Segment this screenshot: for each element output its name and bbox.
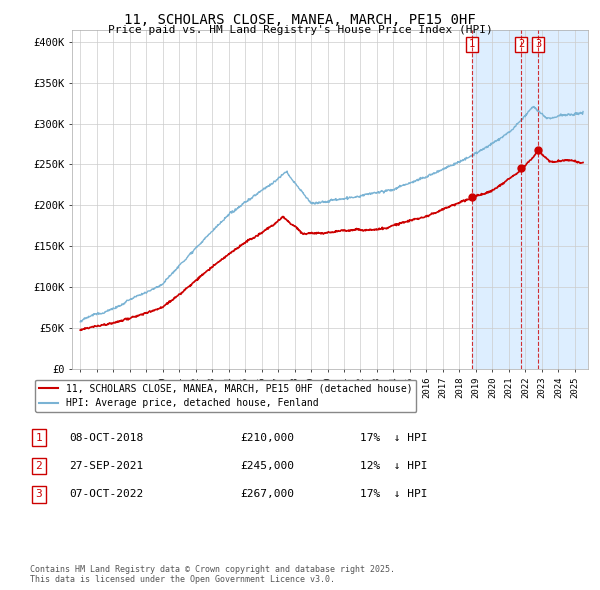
Bar: [472, 30, 600, 369]
Text: 1: 1: [35, 433, 43, 442]
Text: 11, SCHOLARS CLOSE, MANEA, MARCH, PE15 0HF: 11, SCHOLARS CLOSE, MANEA, MARCH, PE15 0…: [124, 13, 476, 27]
Text: £245,000: £245,000: [240, 461, 294, 471]
Text: 3: 3: [35, 490, 43, 499]
Text: 17%  ↓ HPI: 17% ↓ HPI: [360, 433, 427, 442]
Text: 17%  ↓ HPI: 17% ↓ HPI: [360, 490, 427, 499]
Text: £267,000: £267,000: [240, 490, 294, 499]
Text: 2: 2: [518, 39, 524, 49]
Text: £210,000: £210,000: [240, 433, 294, 442]
Text: Price paid vs. HM Land Registry's House Price Index (HPI): Price paid vs. HM Land Registry's House …: [107, 25, 493, 35]
Text: 07-OCT-2022: 07-OCT-2022: [69, 490, 143, 499]
Text: 27-SEP-2021: 27-SEP-2021: [69, 461, 143, 471]
Text: 2: 2: [35, 461, 43, 471]
Text: Contains HM Land Registry data © Crown copyright and database right 2025.
This d: Contains HM Land Registry data © Crown c…: [30, 565, 395, 584]
Text: 12%  ↓ HPI: 12% ↓ HPI: [360, 461, 427, 471]
Text: 08-OCT-2018: 08-OCT-2018: [69, 433, 143, 442]
Legend: 11, SCHOLARS CLOSE, MANEA, MARCH, PE15 0HF (detached house), HPI: Average price,: 11, SCHOLARS CLOSE, MANEA, MARCH, PE15 0…: [35, 379, 416, 412]
Text: 3: 3: [535, 39, 541, 49]
Text: 1: 1: [469, 39, 475, 49]
